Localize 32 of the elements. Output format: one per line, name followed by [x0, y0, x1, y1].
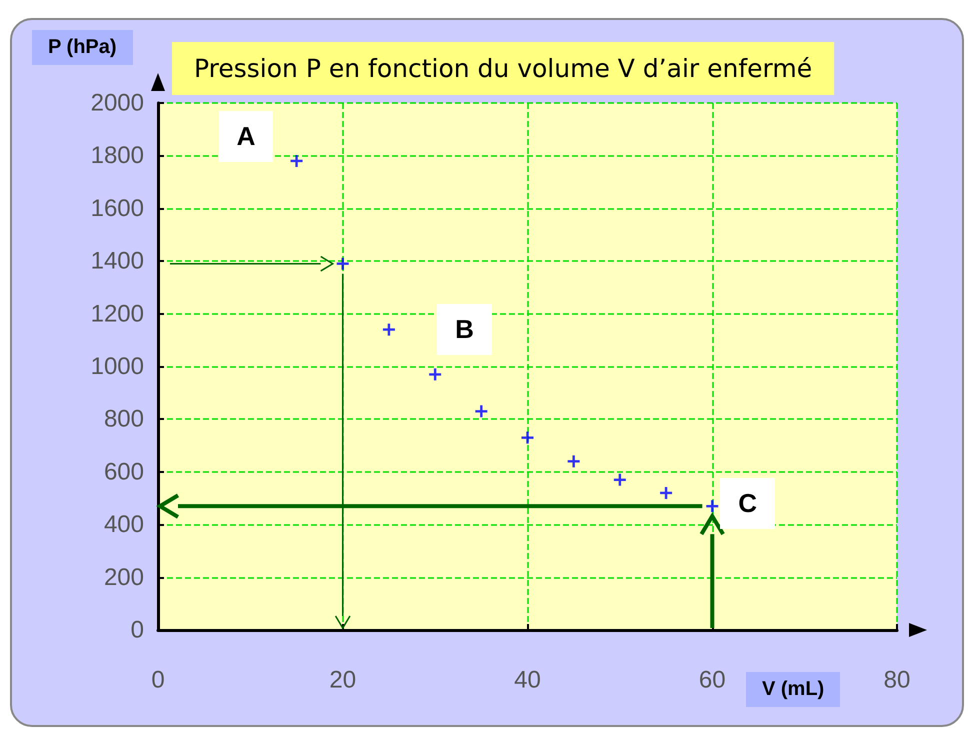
y-tick-label: 200 [104, 564, 144, 591]
annotation: C [720, 478, 776, 530]
point [475, 405, 488, 418]
chart-title: Pression P en fonction du volume V d’air enfermé [194, 54, 812, 83]
x-tick-label: 20 [329, 666, 356, 694]
y-tick-label: 800 [104, 406, 144, 433]
x-tick-label: 40 [514, 666, 541, 694]
x-tick-label: 80 [884, 666, 910, 694]
x-axis-title: V (mL) [746, 672, 840, 707]
point [568, 455, 580, 468]
annotation: B [437, 304, 492, 356]
point [290, 154, 303, 167]
x-tick-label: 0 [151, 666, 165, 694]
point [429, 368, 442, 380]
y-tick-label: 1000 [90, 353, 144, 380]
y-tick-label: 2000 [90, 90, 144, 116]
y-axis-title: P (hPa) [32, 30, 133, 65]
y-tick-label: 400 [104, 511, 144, 538]
point [660, 486, 672, 499]
point [336, 258, 349, 270]
point [522, 432, 534, 444]
y-tick-label: 1600 [90, 194, 144, 222]
y-tick-label: 1200 [90, 300, 144, 328]
y-tick-label: 600 [104, 458, 144, 486]
y-tick-label: 1400 [90, 248, 144, 275]
y-tick-label: 1800 [90, 142, 144, 170]
point [706, 500, 718, 512]
x-tick-label: 60 [698, 666, 726, 694]
annotation: A [218, 110, 274, 162]
point [382, 324, 395, 336]
y-tick-label: 0 [130, 616, 144, 644]
point [614, 474, 626, 486]
